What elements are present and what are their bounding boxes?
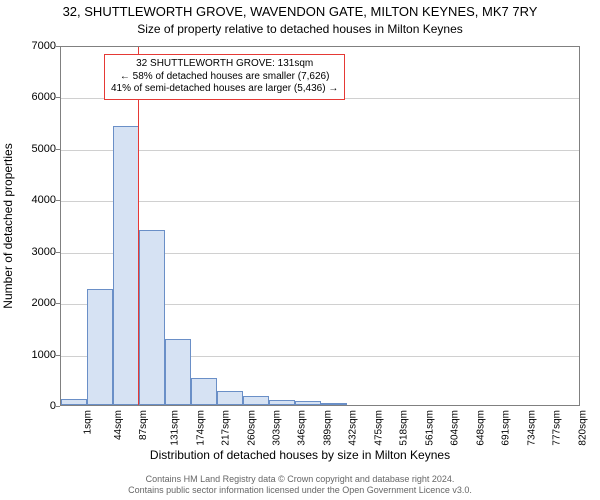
histogram-bar	[61, 399, 87, 405]
x-tick-label: 389sqm	[322, 410, 333, 446]
x-tick-label: 346sqm	[297, 410, 308, 446]
x-tick-label: 691sqm	[501, 410, 512, 446]
y-tick-label: 4000	[6, 194, 56, 206]
x-tick-label: 87sqm	[138, 410, 149, 440]
x-tick-label: 734sqm	[526, 410, 537, 446]
x-tick-label: 518sqm	[399, 410, 410, 446]
footer-attribution: Contains HM Land Registry data © Crown c…	[0, 474, 600, 496]
histogram-bar	[87, 289, 113, 405]
x-tick-label: 217sqm	[221, 410, 232, 446]
x-tick-label: 777sqm	[552, 410, 563, 446]
y-tick-label: 0	[6, 400, 56, 412]
footer-line-2: Contains public sector information licen…	[0, 485, 600, 496]
reference-line	[138, 47, 139, 405]
histogram-bar	[217, 391, 243, 405]
x-tick-label: 1sqm	[82, 410, 93, 434]
y-tick-mark	[56, 200, 60, 201]
plot-area	[60, 46, 580, 406]
chart-title-sub: Size of property relative to detached ho…	[0, 22, 600, 36]
y-axis-label: Number of detached properties	[1, 143, 15, 308]
x-tick-label: 131sqm	[170, 410, 181, 446]
property-size-chart: 32, SHUTTLEWORTH GROVE, WAVENDON GATE, M…	[0, 0, 600, 500]
y-tick-label: 3000	[6, 246, 56, 258]
x-tick-label: 475sqm	[373, 410, 384, 446]
x-tick-label: 303sqm	[272, 410, 283, 446]
x-tick-label: 820sqm	[577, 410, 588, 446]
y-tick-mark	[56, 303, 60, 304]
reference-callout: 32 SHUTTLEWORTH GROVE: 131sqm ← 58% of d…	[104, 54, 345, 100]
y-tick-label: 2000	[6, 297, 56, 309]
chart-title-main: 32, SHUTTLEWORTH GROVE, WAVENDON GATE, M…	[0, 4, 600, 19]
x-tick-label: 561sqm	[424, 410, 435, 446]
x-tick-label: 260sqm	[246, 410, 257, 446]
y-tick-mark	[56, 97, 60, 98]
y-tick-label: 7000	[6, 40, 56, 52]
x-tick-label: 174sqm	[195, 410, 206, 446]
histogram-bar	[139, 230, 165, 405]
y-tick-mark	[56, 149, 60, 150]
y-tick-label: 6000	[6, 91, 56, 103]
histogram-bar	[165, 339, 191, 405]
callout-line-2: ← 58% of detached houses are smaller (7,…	[111, 71, 338, 84]
y-tick-label: 5000	[6, 143, 56, 155]
histogram-bar	[321, 403, 347, 405]
x-tick-label: 432sqm	[348, 410, 359, 446]
y-tick-mark	[56, 46, 60, 47]
callout-line-3: 41% of semi-detached houses are larger (…	[111, 83, 338, 96]
histogram-bar	[113, 126, 139, 405]
x-tick-label: 604sqm	[449, 410, 460, 446]
footer-line-1: Contains HM Land Registry data © Crown c…	[0, 474, 600, 485]
x-axis-label: Distribution of detached houses by size …	[0, 448, 600, 462]
x-tick-label: 648sqm	[475, 410, 486, 446]
y-tick-mark	[56, 355, 60, 356]
y-tick-mark	[56, 406, 60, 407]
callout-line-1: 32 SHUTTLEWORTH GROVE: 131sqm	[111, 58, 338, 71]
y-tick-label: 1000	[6, 349, 56, 361]
histogram-bar	[243, 396, 269, 405]
histogram-bar	[269, 400, 295, 405]
y-tick-mark	[56, 252, 60, 253]
histogram-bar	[295, 401, 321, 405]
x-tick-label: 44sqm	[113, 410, 124, 440]
histogram-bar	[191, 378, 217, 405]
